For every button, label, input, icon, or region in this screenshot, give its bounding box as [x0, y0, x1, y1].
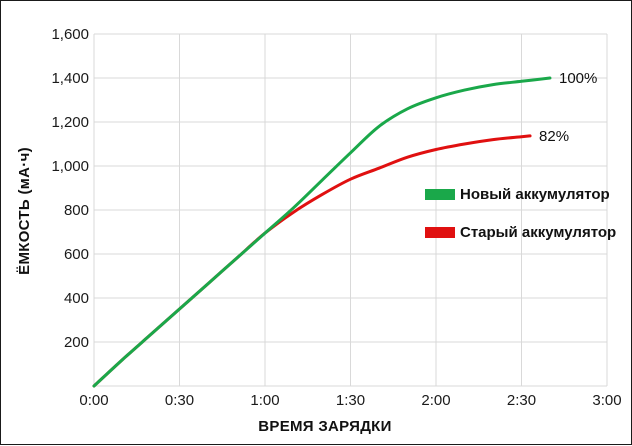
series-line — [92, 76, 552, 388]
x-tick-label: 2:00 — [421, 392, 450, 409]
grid — [93, 33, 608, 387]
y-tick-label: 1,000 — [51, 158, 89, 175]
x-tick-label: 0:30 — [165, 392, 194, 409]
legend-label: Новый аккумулятор — [460, 186, 610, 203]
y-tick-label: 600 — [64, 246, 89, 263]
legend-label: Старый аккумулятор — [460, 224, 616, 241]
x-axis-ticks: 0:00 0:30 1:00 1:30 2:00 2:30 3:00 — [79, 392, 621, 409]
y-tick-label: 1,600 — [51, 26, 89, 43]
y-axis-ticks: 200 400 600 800 1,000 1,200 1,400 1,600 — [51, 26, 89, 351]
x-tick-label: 1:30 — [336, 392, 365, 409]
series-lines — [92, 76, 552, 388]
legend-swatch — [425, 227, 455, 238]
y-axis-title: ЁМКОСТЬ (мА·ч) — [16, 147, 33, 275]
y-tick-label: 1,200 — [51, 114, 89, 131]
y-tick-label: 200 — [64, 334, 89, 351]
x-tick-label: 0:00 — [79, 392, 108, 409]
series-end-label: 100% — [559, 70, 597, 87]
series-line — [92, 134, 532, 388]
x-tick-label: 2:30 — [507, 392, 536, 409]
series-end-label: 82% — [539, 128, 569, 145]
x-axis-title: ВРЕМЯ ЗАРЯДКИ — [258, 418, 391, 435]
legend: Новый аккумулятор Старый аккумулятор — [425, 186, 616, 241]
y-tick-label: 800 — [64, 202, 89, 219]
end-labels: 82% 100% — [539, 70, 597, 145]
y-tick-label: 1,400 — [51, 70, 89, 87]
y-tick-label: 400 — [64, 290, 89, 307]
x-tick-label: 1:00 — [250, 392, 279, 409]
legend-swatch — [425, 189, 455, 200]
x-tick-label: 3:00 — [592, 392, 621, 409]
